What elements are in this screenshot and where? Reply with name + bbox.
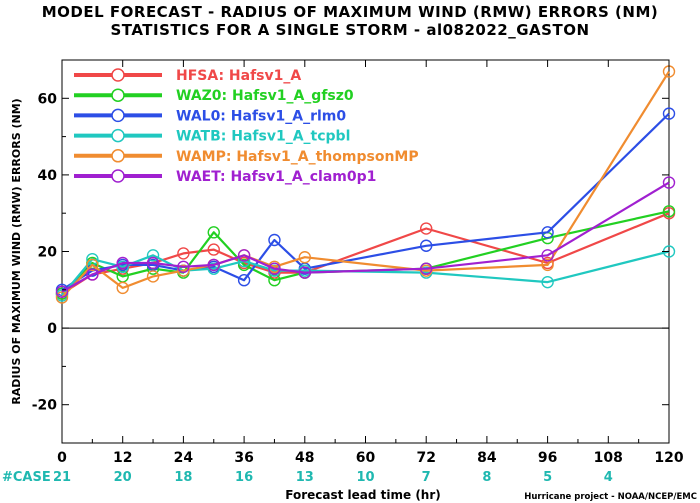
- data-point: [420, 262, 433, 275]
- data-point: [420, 222, 433, 235]
- case-count: 8: [482, 470, 491, 485]
- legend-marker: [111, 88, 125, 102]
- legend-entry: WAZ0: Hafsv1_A_gfsz0: [176, 88, 354, 104]
- case-count: 20: [114, 470, 132, 485]
- data-point: [662, 205, 676, 218]
- data-point: [207, 258, 220, 272]
- data-point: [207, 226, 220, 239]
- case-count: 13: [296, 470, 314, 485]
- y-tick-label: 0: [47, 321, 57, 337]
- x-tick-label: 12: [113, 450, 132, 466]
- y-tick-label: -20: [32, 398, 58, 414]
- legend-entry: WAMP: Hafsv1_A_thompsonMP: [176, 149, 419, 165]
- x-tick-label: 96: [538, 450, 557, 466]
- data-point: [298, 251, 311, 264]
- data-point: [207, 262, 220, 275]
- y-tick-label: 20: [38, 245, 58, 261]
- case-label: #CASE: [2, 470, 51, 485]
- data-point: [298, 266, 311, 279]
- x-tick-label: 0: [57, 450, 67, 466]
- legend-marker: [111, 149, 125, 163]
- data-point: [146, 256, 160, 270]
- data-point: [116, 281, 129, 295]
- data-point: [86, 268, 99, 281]
- x-tick-label: 60: [356, 450, 376, 466]
- legend-entry: WATB: Hafsv1_A_tcpbl: [176, 129, 350, 145]
- x-tick-label: 36: [234, 450, 253, 466]
- data-point: [541, 275, 554, 289]
- data-point: [237, 258, 251, 272]
- legend: HFSA: Hafsv1_A WAZ0: Hafsv1_A_gfsz0 WAL0: …: [74, 68, 419, 185]
- x-tick-label: 84: [477, 450, 497, 466]
- x-tick-label: 120: [654, 450, 683, 466]
- chart-title: MODEL FORECAST - RADIUS OF MAXIMUM WIND …: [42, 3, 659, 21]
- chart-subtitle: STATISTICS FOR A SINGLE STORM - al082022…: [110, 21, 589, 39]
- series-group: [55, 176, 676, 298]
- data-point: [268, 262, 281, 275]
- case-count: 5: [543, 470, 552, 485]
- data-point: [541, 226, 554, 239]
- data-point: [177, 260, 190, 274]
- legend-marker: [111, 128, 125, 143]
- data-point: [177, 264, 190, 277]
- data-point: [662, 176, 676, 189]
- data-point: [541, 258, 554, 272]
- legend-marker: [111, 68, 125, 82]
- legend-marker: [111, 108, 125, 123]
- data-point: [177, 247, 190, 260]
- data-point: [116, 256, 129, 270]
- data-point: [662, 107, 676, 120]
- x-tick-label: 24: [174, 450, 194, 466]
- data-point: [420, 239, 433, 252]
- y-axis-label: RADIUS OF MAXIMUM WIND (RMW) ERRORS (NM): [10, 98, 23, 404]
- legend-entry: HFSA: Hafsv1_A: [176, 68, 301, 84]
- data-point: [116, 260, 129, 274]
- data-point: [55, 291, 69, 304]
- case-count: 7: [422, 470, 431, 485]
- case-count: 4: [604, 470, 613, 485]
- x-tick-label: 72: [416, 450, 435, 466]
- data-point: [268, 233, 281, 247]
- data-point: [55, 285, 69, 298]
- case-count: 16: [235, 470, 253, 485]
- data-point: [146, 249, 160, 262]
- series-group: [55, 206, 676, 300]
- data-point: [146, 270, 160, 283]
- data-point: [207, 243, 220, 256]
- credit-text: Hurricane project - NOAA/NCEP/EMC: [524, 492, 697, 502]
- case-count: 18: [174, 470, 192, 485]
- data-point: [237, 274, 251, 287]
- data-point: [541, 249, 554, 262]
- x-axis-label: Forecast lead time (hr): [285, 488, 441, 502]
- case-count: 21: [53, 470, 71, 485]
- data-point: [86, 258, 99, 272]
- x-tick-label: 48: [295, 450, 314, 466]
- legend-marker: [111, 169, 125, 183]
- x-tick-label: 108: [594, 450, 623, 466]
- legend-entry: WAET: Hafsv1_A_clam0p1: [176, 169, 376, 185]
- y-tick-label: 40: [38, 168, 58, 184]
- legend-entry: WAL0: Hafsv1_A_rlm0: [176, 108, 346, 124]
- data-point: [237, 249, 251, 262]
- case-count: 10: [356, 470, 374, 485]
- y-tick-label: 60: [38, 91, 58, 107]
